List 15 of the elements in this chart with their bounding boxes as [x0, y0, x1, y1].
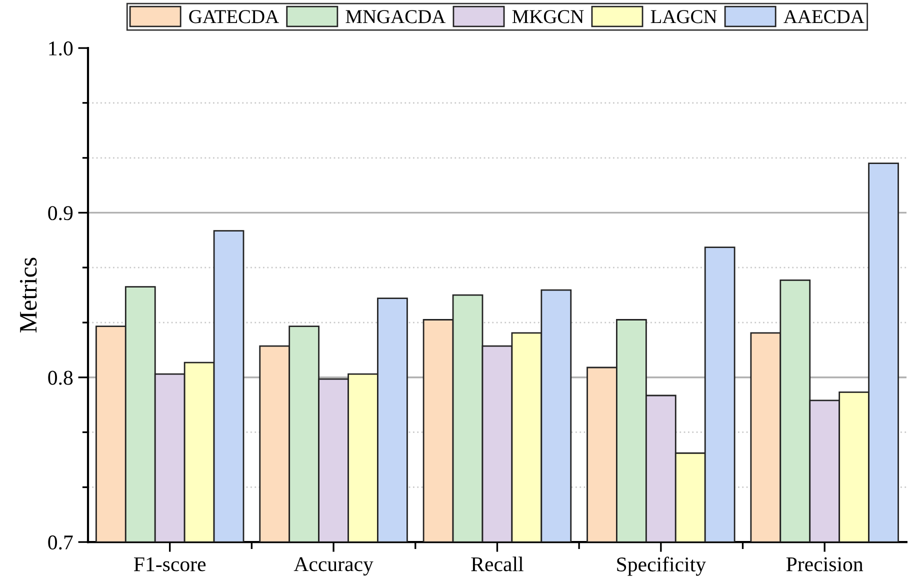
- legend-label: GATECDA: [189, 10, 279, 24]
- legend-label: MNGACDA: [346, 10, 446, 24]
- y-axis-title: Metrics: [20, 258, 37, 333]
- x-tick-label: Precision: [786, 557, 864, 572]
- y-tick-label: 0.8: [48, 370, 73, 385]
- legend-label: MKGCN: [512, 10, 584, 24]
- x-tick-label: Accuracy: [294, 557, 374, 576]
- legend-label: LAGCN: [650, 10, 717, 24]
- x-tick-label: Recall: [471, 556, 524, 572]
- x-tick-label: F1-score: [134, 557, 206, 572]
- y-tick-label: 0.7: [48, 535, 73, 550]
- x-tick-label: Specificity: [617, 556, 706, 576]
- y-tick-label: 1.0: [49, 41, 73, 56]
- y-tick-label: 0.9: [48, 206, 73, 220]
- legend-label: AAECDA: [784, 10, 864, 24]
